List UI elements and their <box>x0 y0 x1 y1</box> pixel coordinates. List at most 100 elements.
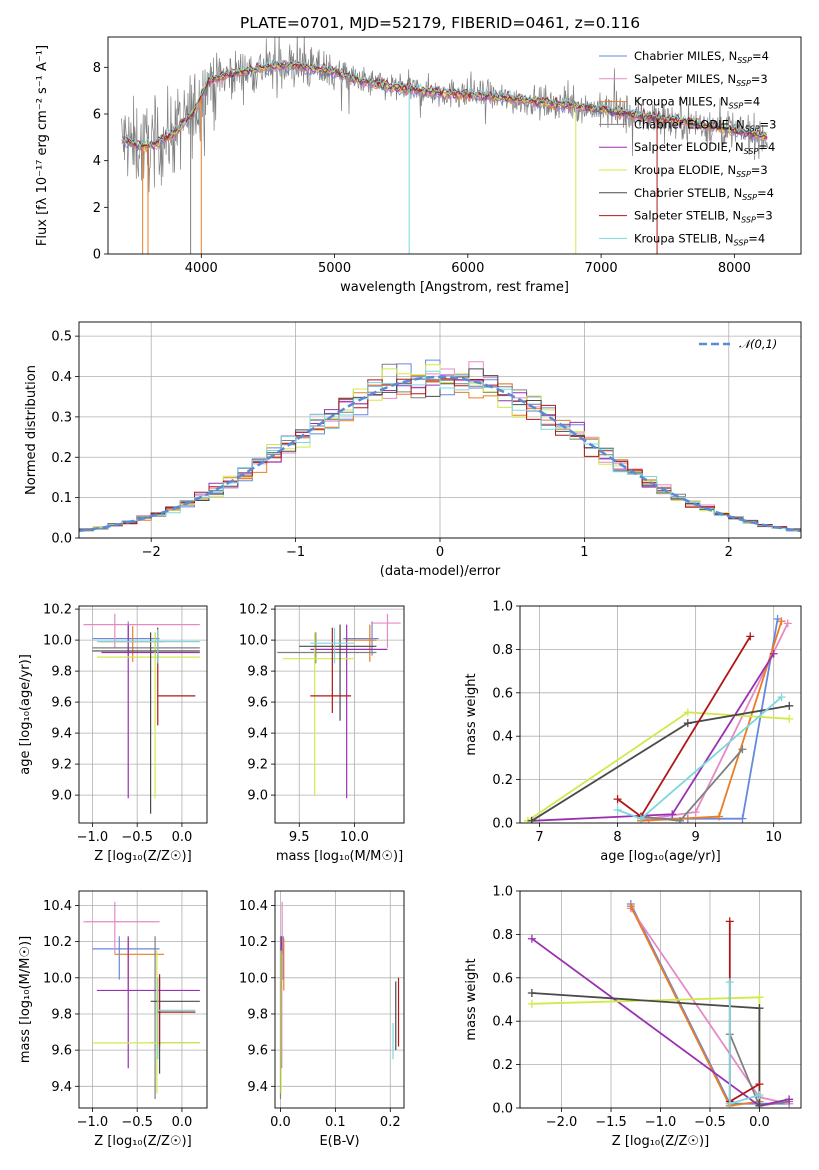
x-tick-label: −2 <box>142 545 161 560</box>
weight-marker <box>755 993 764 1002</box>
x-tick-label: −1.0 <box>77 830 109 845</box>
legend-nssp: =3 <box>751 163 768 177</box>
errorbar-point <box>83 901 160 955</box>
x-tick-label: 9.5 <box>289 830 310 845</box>
weight-marker <box>755 1101 764 1108</box>
y-axis-label: Normed distribution <box>24 365 39 495</box>
y-axis-label: mass weight <box>464 958 479 1040</box>
x-tick-label: 9 <box>691 830 699 845</box>
weight-marker <box>725 917 734 926</box>
x-axis-label: Z [log₁₀(Z/Z☉)] <box>612 1134 709 1149</box>
x-axis-label: mass [log₁₀(M/M☉)] <box>276 849 403 864</box>
x-tick-label: −1.0 <box>645 1115 677 1130</box>
x-axis-label: age [log₁₀(age/yr)] <box>600 849 721 864</box>
legend-model-name: Chabrier MILES, N <box>634 49 737 63</box>
y-tick-label: 9.2 <box>247 758 268 773</box>
x-tick-label: 8 <box>613 830 621 845</box>
x-tick-label: 8000 <box>718 261 751 276</box>
legend-model-name: Chabrier STELIB, N <box>634 186 742 200</box>
weight-marker <box>746 632 755 641</box>
weight-marker <box>755 1004 764 1013</box>
x-tick-label: 4000 <box>185 261 218 276</box>
y-tick-label: 9.2 <box>51 758 72 773</box>
legend-label: Chabrier ELODIE, NSSP=3 <box>634 117 776 133</box>
legend-label: Kroupa ELODIE, NSSP=3 <box>634 163 768 179</box>
y-tick-label: 9.6 <box>247 1044 268 1059</box>
y-tick-label: 0.3 <box>51 410 72 425</box>
errorbar-point <box>157 627 196 726</box>
weight-marker <box>668 810 677 819</box>
weight-marker <box>527 988 536 997</box>
weight-marker <box>527 999 536 1008</box>
legend-subscript: SSP <box>737 56 752 65</box>
legend-model-name: Kroupa STELIB, N <box>634 231 734 245</box>
errorbar-point <box>345 624 377 662</box>
x-tick-label: 0.0 <box>270 1115 291 1130</box>
plot-area <box>279 901 400 1099</box>
legend-label: Salpeter STELIB, NSSP=3 <box>634 209 773 225</box>
x-tick-label: 0.1 <box>325 1115 346 1130</box>
x-tick-label: −1.5 <box>595 1115 627 1130</box>
x-tick-label: 1 <box>580 545 588 560</box>
plot-area <box>523 615 794 823</box>
y-tick-label: 0.8 <box>492 643 513 658</box>
y-tick-label: 0.4 <box>51 370 72 385</box>
panel-age-vs-mass: 9.5 10.0 9.0 9.2 9.4 9.6 9.8 10.0 10.2 mass [log₁… <box>239 603 405 864</box>
x-axis-label: Z [log₁₀(Z/Z☉)] <box>94 1134 191 1149</box>
plot-area <box>83 901 200 1099</box>
weight-marker <box>636 814 645 823</box>
legend-nssp: =4 <box>757 186 774 200</box>
weight-line <box>531 992 761 1106</box>
y-tick-label: 9.4 <box>51 1080 72 1095</box>
weight-marker <box>725 978 734 987</box>
y-tick-label: 9.0 <box>247 789 268 804</box>
y-tick-label: 0.4 <box>492 1015 513 1030</box>
legend-model-name: Chabrier ELODIE, N <box>634 117 745 131</box>
y-tick-label: 10.2 <box>239 603 268 618</box>
x-tick-label: 10.0 <box>340 830 369 845</box>
x-tick-label: 7000 <box>585 261 618 276</box>
axes-frame <box>107 36 802 255</box>
weight-marker <box>755 1080 764 1089</box>
errorbar-point <box>310 627 352 713</box>
y-axis-label: age [log₁₀(age/yr)] <box>18 654 33 775</box>
errorbar-point <box>92 632 200 814</box>
legend-subscript: SSP <box>745 124 760 133</box>
legend-subscript: SSP <box>742 193 757 202</box>
weight-marker <box>613 805 622 814</box>
y-tick-label: 9.8 <box>247 665 268 680</box>
weight-line <box>531 996 761 1106</box>
weight-marker <box>777 693 786 702</box>
weight-marker <box>676 816 685 823</box>
axes-frame <box>274 890 405 1109</box>
plot-area <box>120 37 768 254</box>
weight-marker <box>725 1099 734 1108</box>
y-tick-label: 0.0 <box>492 1102 513 1117</box>
y-tick-label: 10.0 <box>239 634 268 649</box>
y-tick-label: 10.4 <box>239 899 268 914</box>
weight-marker <box>738 745 747 754</box>
y-axis-label: mass [log₁₀(M/M☉)] <box>18 936 33 1063</box>
axes-frame <box>519 605 802 824</box>
axes-frame <box>78 890 208 1109</box>
model-spectrum-line <box>124 58 768 149</box>
y-axis-label: mass weight <box>464 673 479 755</box>
y-tick-label: 9.6 <box>51 1044 72 1059</box>
y-tick-label: 0.2 <box>51 451 72 466</box>
y-tick-label: 0.1 <box>51 491 72 506</box>
y-tick-label: 0.2 <box>492 1058 513 1073</box>
panel-weight-vs-age: 7 8 9 10 0.0 0.2 0.4 0.6 0.8 1.0 age [log₁₀(age/yr… <box>464 600 802 864</box>
normal-distribution-curve <box>79 375 801 533</box>
plot-area <box>83 613 200 814</box>
legend-subscript: SSP <box>729 102 744 111</box>
axes-frame <box>78 605 208 824</box>
y-tick-label: 1.0 <box>492 600 513 615</box>
errorbar-point <box>83 613 200 648</box>
errorbar-point <box>96 632 200 799</box>
y-tick-label: 10.0 <box>43 634 72 649</box>
y-tick-label: 9.8 <box>51 1007 72 1022</box>
x-tick-label: −1.0 <box>77 1115 109 1130</box>
legend-nssp: =3 <box>751 72 768 86</box>
